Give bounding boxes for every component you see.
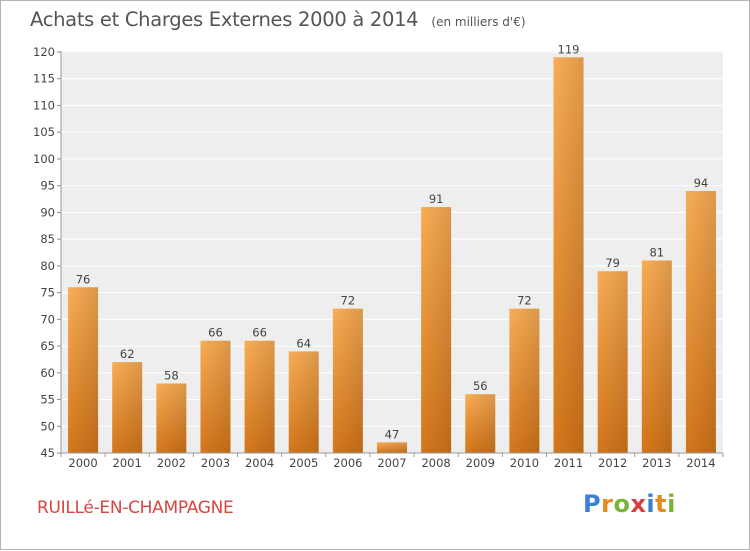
x-tick-label: 2004 — [245, 456, 274, 470]
y-tick-label: 75 — [40, 286, 55, 300]
title-row: Achats et Charges Externes 2000 à 2014 (… — [30, 8, 526, 31]
x-tick-label: 2014 — [686, 456, 715, 470]
bar-shade-2008 — [421, 207, 452, 453]
value-label: 66 — [208, 326, 223, 340]
y-tick-label: 55 — [40, 393, 55, 407]
value-label: 56 — [473, 379, 488, 393]
value-label: 72 — [517, 294, 532, 308]
x-tick-label: 2001 — [113, 456, 142, 470]
y-tick-label: 85 — [40, 232, 55, 246]
label-layer: 76 62 58 66 66 64 72 47 91 56 72 119 79 81 94 — [76, 42, 709, 441]
value-label: 119 — [558, 42, 580, 56]
value-label: 72 — [341, 294, 356, 308]
bar-shade-2003 — [200, 340, 231, 453]
place-name: RUILLé-EN-CHAMPAGNE — [37, 498, 234, 518]
bar-shade-2009 — [465, 394, 496, 453]
bar-shade-2013 — [641, 260, 672, 453]
bar-shade-2002 — [156, 383, 187, 453]
y-tick-label: 50 — [40, 419, 55, 433]
value-label: 76 — [76, 272, 91, 286]
bar-shade-2006 — [332, 308, 363, 453]
y-tick-label: 60 — [40, 366, 55, 380]
value-label: 94 — [694, 176, 709, 190]
y-tick-label: 95 — [40, 179, 55, 193]
y-tick-label: 90 — [40, 205, 55, 219]
bar-shade-2010 — [509, 308, 540, 453]
bar-shade-2014 — [685, 191, 716, 453]
y-tick-label: 115 — [33, 72, 55, 86]
y-tick-label: 100 — [33, 152, 55, 166]
axis-layer: 45 50 55 60 65 70 75 80 85 90 95 100 105 110 115 120 200… — [33, 45, 724, 470]
x-tick-label: 2012 — [598, 456, 627, 470]
x-tick-label: 2006 — [333, 456, 362, 470]
x-tick-label: 2002 — [157, 456, 186, 470]
value-label: 81 — [649, 246, 664, 260]
bar-layer — [68, 57, 716, 453]
value-label: 64 — [296, 336, 311, 350]
bar-shade-2004 — [244, 340, 275, 453]
x-tick-label: 2010 — [510, 456, 539, 470]
bar-shade-2001 — [112, 362, 143, 453]
value-label: 79 — [605, 256, 620, 270]
value-label: 47 — [385, 427, 400, 441]
bar-shade-2005 — [288, 351, 319, 453]
y-tick-label: 110 — [33, 98, 55, 112]
x-tick-label: 2011 — [554, 456, 583, 470]
bar-shade-2012 — [597, 271, 628, 453]
x-tick-label: 2009 — [466, 456, 495, 470]
value-label: 91 — [429, 192, 444, 206]
bar-shade-2000 — [68, 287, 99, 453]
x-tick-label: 2003 — [201, 456, 230, 470]
y-tick-label: 105 — [33, 125, 55, 139]
value-label: 66 — [252, 326, 267, 340]
bar-shade-2007 — [377, 442, 407, 453]
y-tick-label: 80 — [40, 259, 55, 273]
proxiti-logo[interactable]: Proxiti — [583, 490, 676, 518]
value-label: 62 — [120, 347, 135, 361]
chart-unit: (en milliers d'€) — [431, 15, 526, 29]
x-tick-label: 2005 — [289, 456, 318, 470]
x-tick-label: 2000 — [68, 456, 97, 470]
y-tick-label: 120 — [33, 45, 55, 59]
y-tick-label: 45 — [40, 446, 55, 460]
y-tick-label: 65 — [40, 339, 55, 353]
x-tick-label: 2013 — [642, 456, 671, 470]
x-tick-label: 2008 — [421, 456, 450, 470]
x-tick-label: 2007 — [377, 456, 406, 470]
value-label: 58 — [164, 368, 179, 382]
bar-shade-2011 — [553, 57, 584, 453]
y-tick-label: 70 — [40, 312, 55, 326]
chart-title: Achats et Charges Externes 2000 à 2014 — [30, 8, 419, 31]
